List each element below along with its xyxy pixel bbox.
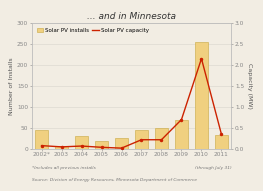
Bar	[55, 146, 68, 149]
Bar	[95, 141, 108, 149]
Text: Source: Division of Energy Resources, Minnesota Department of Commerce: Source: Division of Energy Resources, Mi…	[32, 178, 197, 182]
Bar	[215, 135, 228, 149]
Text: (through July 31): (through July 31)	[195, 166, 231, 170]
Bar	[75, 136, 88, 149]
Bar	[135, 130, 148, 149]
Bar	[115, 138, 128, 149]
Y-axis label: Number of Installs: Number of Installs	[9, 57, 14, 115]
Y-axis label: Capacity (MW): Capacity (MW)	[247, 63, 252, 109]
Legend: Solar PV installs, Solar PV capacity: Solar PV installs, Solar PV capacity	[34, 26, 151, 35]
Title: ... and in Minnesota: ... and in Minnesota	[87, 12, 176, 21]
Bar	[35, 130, 48, 149]
Bar	[175, 120, 188, 149]
Bar	[195, 42, 208, 149]
Text: *Includes all previous installs: *Includes all previous installs	[32, 166, 95, 170]
Bar	[155, 128, 168, 149]
